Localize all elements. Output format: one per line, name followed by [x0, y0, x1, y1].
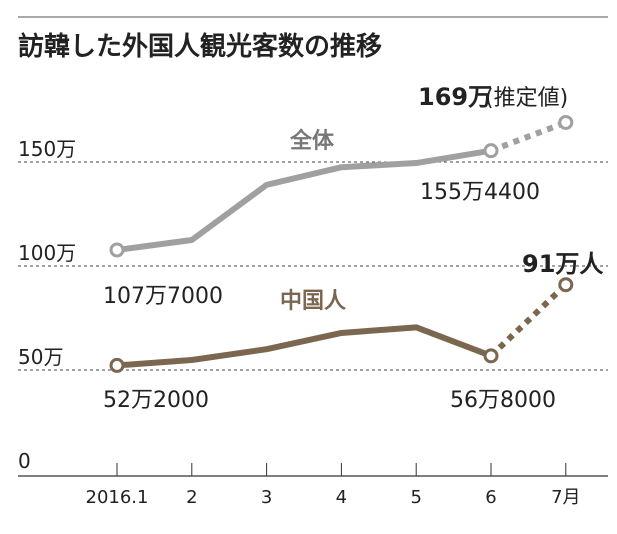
- x-tick-label: 2016.1: [86, 487, 149, 508]
- label-total-first: 107万7000: [103, 284, 223, 309]
- series-line-0: [116, 147, 492, 253]
- series-estimate-line-1: [488, 282, 568, 359]
- y-tick-label: 150万: [18, 137, 76, 161]
- data-point: [109, 357, 125, 373]
- x-tick-label: 3: [261, 487, 272, 508]
- x-tick-label: 2: [186, 487, 197, 508]
- legend-china: 中国人: [280, 289, 346, 314]
- y-tick-label: 100万: [18, 241, 76, 265]
- y-tick-label: 0: [18, 449, 31, 473]
- data-point: [109, 242, 125, 258]
- x-tick-label: 6: [485, 487, 496, 508]
- label-china-first: 52万2000: [103, 388, 209, 413]
- data-point: [558, 114, 574, 130]
- legend-total: 全体: [289, 128, 335, 154]
- series-line-1: [116, 324, 493, 369]
- data-point: [483, 143, 499, 159]
- data-point: [558, 277, 574, 293]
- x-tick-label: 5: [410, 487, 421, 508]
- label-total-july: 169万: [418, 83, 492, 111]
- label-china-june: 56万8000: [450, 388, 556, 413]
- x-tick-label: 7月: [551, 487, 580, 508]
- chart-title: 訪韓した外国人観光客数の推移: [18, 31, 382, 62]
- series-estimate-line-0: [489, 119, 567, 154]
- y-tick-label: 50万: [18, 345, 63, 369]
- label-total-july-note: (推定値): [485, 86, 568, 111]
- label-china-july: 91万人: [522, 250, 603, 278]
- x-tick-label: 4: [336, 487, 347, 508]
- label-total-june: 155万4400: [420, 180, 540, 205]
- data-point: [483, 348, 499, 364]
